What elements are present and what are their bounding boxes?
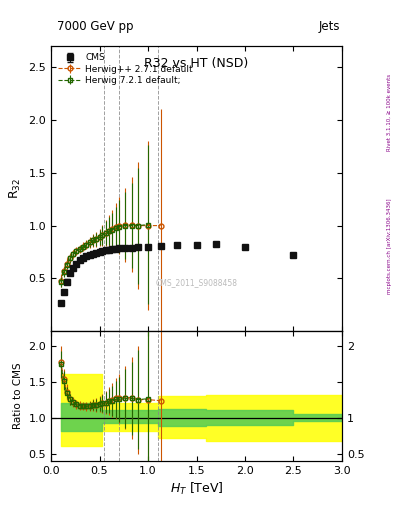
- Text: mcplots.cern.ch [arXiv:1306.3436]: mcplots.cern.ch [arXiv:1306.3436]: [387, 198, 392, 293]
- Text: R32 vs HT (NSD): R32 vs HT (NSD): [144, 57, 249, 71]
- Legend: CMS, Herwig++ 2.7.1 default, Herwig 7.2.1 default;: CMS, Herwig++ 2.7.1 default, Herwig 7.2.…: [55, 51, 196, 88]
- Y-axis label: Ratio to CMS: Ratio to CMS: [13, 362, 23, 430]
- Text: CMS_2011_S9088458: CMS_2011_S9088458: [156, 278, 237, 287]
- Y-axis label: R$_{32}$: R$_{32}$: [8, 178, 23, 199]
- Text: 7000 GeV pp: 7000 GeV pp: [57, 20, 134, 33]
- X-axis label: $H_T$ [TeV]: $H_T$ [TeV]: [170, 481, 223, 497]
- Text: Jets: Jets: [318, 20, 340, 33]
- Text: Rivet 3.1.10, ≥ 100k events: Rivet 3.1.10, ≥ 100k events: [387, 74, 392, 151]
